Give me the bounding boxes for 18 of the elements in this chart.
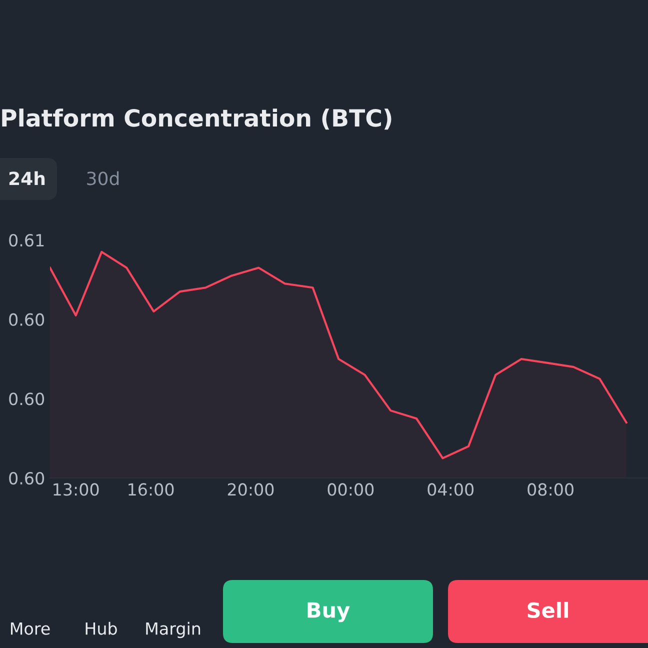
x-tick-label: 04:00 [428, 483, 474, 496]
text: 24h [9, 171, 45, 185]
text: Hub [86, 622, 117, 635]
x-tick-label: 13:00 [54, 483, 99, 496]
x-tick-label: 20:00 [228, 483, 274, 496]
text: Buy [308, 602, 350, 622]
chart-title: Platform Concentration (BTC) [2, 108, 392, 130]
text: More [10, 622, 50, 635]
x-tick-label: 00:00 [328, 483, 374, 496]
text: Sell [528, 602, 568, 618]
x-tick-label: 08:00 [528, 483, 574, 496]
y-tick-label: 0.60 [9, 313, 44, 326]
y-tick-label: 0.60 [9, 392, 44, 406]
y-tick-label: 0.60 [9, 472, 44, 485]
x-tick-label: 16:00 [128, 483, 174, 496]
text: Margin [146, 622, 200, 638]
text: 30d [87, 171, 119, 186]
y-tick-label: 0.61 [9, 234, 44, 247]
